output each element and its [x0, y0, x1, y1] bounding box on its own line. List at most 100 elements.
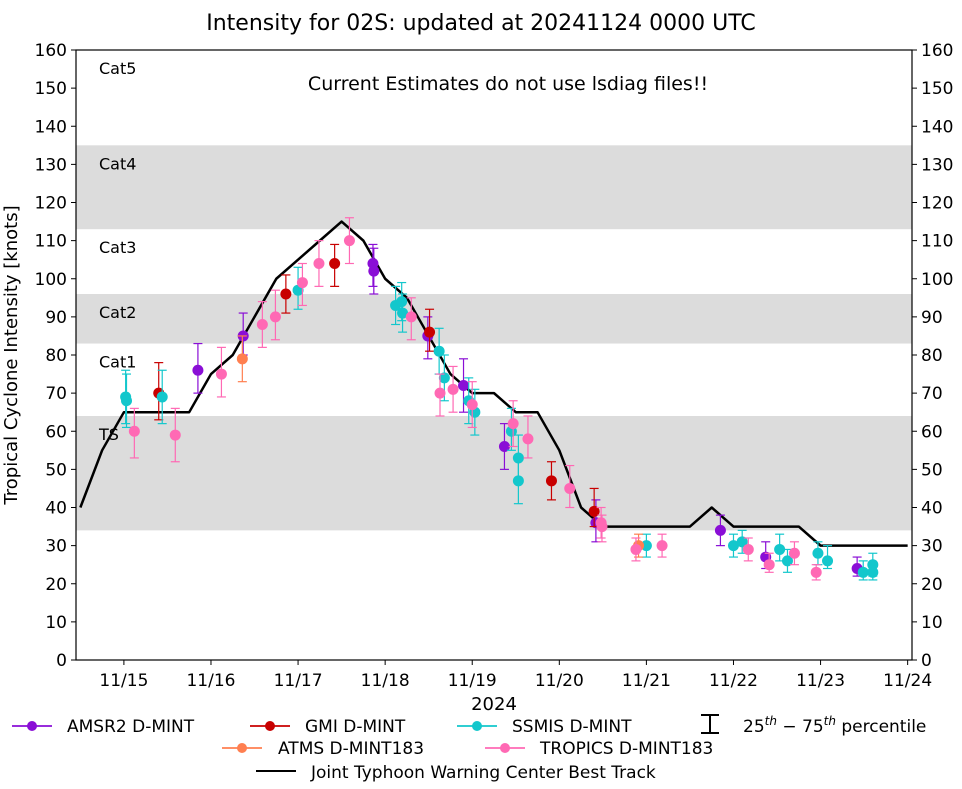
x-tick-label: 11/18: [361, 671, 410, 691]
y-tick-label: 130: [35, 155, 67, 175]
category-label-cat4: Cat4: [99, 154, 136, 173]
series-gmi-d-mint: [153, 243, 600, 528]
data-point: [438, 372, 450, 384]
category-band-ts: [76, 416, 912, 531]
y-tick-label-right: 160: [921, 41, 953, 61]
data-point: [714, 524, 726, 536]
legend-label-tropics-d-mint183: TROPICS D-MINT183: [539, 739, 713, 759]
data-point: [256, 319, 268, 330]
data-point: [545, 475, 557, 487]
x-axis: 11/15 11/16 11/17 11/18 11/19 11/20 11/21 11/22…: [99, 660, 932, 691]
legend-percentile-sup: th: [765, 714, 777, 728]
y-tick-label: 100: [35, 270, 67, 290]
data-point: [564, 482, 576, 494]
y-tick-label: 90: [45, 308, 67, 328]
legend-label-atms-d-mint183: ATMS D-MINT183: [278, 739, 424, 759]
y-tick-label: 50: [45, 460, 67, 480]
chart-annotation: Current Estimates do not use lsdiag file…: [308, 73, 708, 95]
data-point: [640, 540, 652, 552]
legend-ssmis-d-mint-marker: [472, 721, 482, 731]
x-tick-label: 11/17: [274, 671, 323, 691]
series-ssmis-d-mint: [120, 266, 879, 581]
data-point: [596, 521, 608, 533]
y-tick-label-right: 90: [921, 308, 943, 328]
legend-label-best-track: Joint Typhoon Warning Center Best Track: [310, 763, 656, 783]
legend-percentile-text: 25: [743, 717, 765, 737]
data-point: [458, 380, 470, 391]
data-point: [396, 296, 408, 308]
y-tick-label: 150: [35, 79, 67, 99]
data-point: [763, 559, 775, 571]
chart-title: Intensity for 02S: updated at 20241124 0…: [206, 11, 756, 36]
data-point: [857, 566, 869, 578]
y-tick-label: 60: [45, 422, 67, 442]
x-tick-label: 11/15: [99, 671, 148, 691]
data-point: [121, 395, 133, 407]
y-tick-label-right: 70: [921, 384, 943, 404]
y-tick-label: 20: [45, 575, 67, 595]
y-tick-label-right: 150: [921, 79, 953, 99]
y-tick-label-right: 0: [921, 651, 932, 671]
data-point: [192, 364, 204, 376]
data-point: [822, 555, 834, 567]
data-point: [236, 353, 248, 365]
category-label-cat5: Cat5: [99, 59, 136, 78]
y-tick-label-right: 130: [921, 155, 953, 175]
legend-percentile-text: − 75: [777, 717, 824, 737]
y-tick-label-right: 110: [921, 232, 953, 252]
data-point: [774, 543, 786, 555]
data-point: [812, 547, 824, 559]
data-point: [397, 307, 409, 319]
category-label-cat1: Cat1: [99, 353, 136, 372]
data-point: [169, 429, 181, 441]
y-tick-label: 120: [35, 194, 67, 214]
data-point: [736, 536, 748, 548]
data-point: [296, 277, 308, 289]
y-tick-label: 30: [45, 537, 67, 557]
y-tick-label: 80: [45, 346, 67, 366]
category-label-cat3: Cat3: [99, 238, 136, 257]
x-tick-label: 11/16: [186, 671, 235, 691]
y-tick-label: 40: [45, 499, 67, 519]
data-point: [447, 383, 459, 395]
y-tick-label: 140: [35, 117, 67, 137]
legend-percentile-sup: th: [824, 714, 836, 728]
legend-atms-d-mint183-marker: [237, 743, 247, 753]
legend-label-ssmis-d-mint: SSMIS D-MINT: [512, 717, 632, 737]
y-axis-right: 0 10 20 30 40 50 60 70 80 90 100 110 120 130 140 150 160: [912, 41, 953, 671]
data-point: [867, 566, 879, 578]
data-point: [405, 311, 417, 323]
y-tick-label: 110: [35, 232, 67, 252]
legend-amsr2-d-mint-marker: [27, 721, 37, 731]
y-tick-label: 160: [35, 41, 67, 61]
data-point: [434, 387, 446, 399]
y-tick-label-right: 80: [921, 346, 943, 366]
plot-frame: [75, 49, 913, 661]
data-point: [433, 345, 445, 357]
data-point: [128, 425, 140, 437]
x-tick-label: 11/22: [709, 671, 758, 691]
data-point: [498, 441, 510, 452]
data-point: [313, 258, 325, 269]
category-band-cat4: [76, 145, 912, 230]
y-tick-label-right: 60: [921, 422, 943, 442]
y-tick-label-right: 10: [921, 613, 943, 633]
legend-gmi-d-mint-marker: [265, 721, 275, 731]
data-point: [329, 258, 341, 269]
best-track-layer: [79, 220, 908, 547]
data-point: [512, 475, 524, 487]
data-point: [343, 235, 355, 247]
data-point: [788, 547, 800, 559]
legend-tropics-d-mint183-marker: [500, 743, 510, 753]
y-tick-label-right: 50: [921, 460, 943, 480]
y-tick-label: 70: [45, 384, 67, 404]
y-tick-label: 10: [45, 613, 67, 633]
data-point: [466, 399, 478, 411]
best-track-line: [79, 220, 908, 547]
data-point: [588, 505, 600, 517]
y-tick-label-right: 140: [921, 117, 953, 137]
x-tick-label: 11/19: [448, 671, 497, 691]
series-tropics-d-mint183: [128, 217, 822, 581]
x-axis-label: 2024: [471, 694, 517, 715]
